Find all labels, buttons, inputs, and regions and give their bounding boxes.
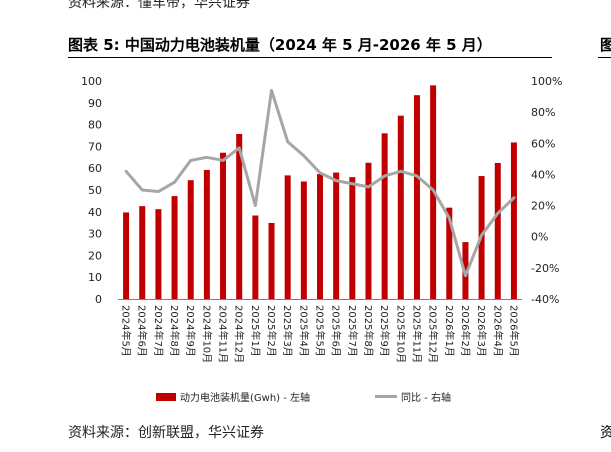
bar: [349, 177, 356, 299]
x-tick-label: 2025年8月: [362, 305, 375, 357]
x-tick-label: 2024年5月: [120, 305, 133, 357]
x-tick-label: 2024年9月: [184, 305, 197, 357]
legend-bar-swatch: [156, 392, 176, 401]
x-tick-label: 2024年12月: [233, 305, 246, 363]
bar: [494, 162, 501, 299]
bar: [397, 115, 404, 299]
y-left-tick-label: 30: [88, 228, 102, 241]
bar: [187, 180, 194, 299]
x-tick-label: 2025年9月: [378, 305, 391, 357]
y-left-tick-label: 80: [88, 119, 102, 132]
top-source-text: 资料来源：懂车帝，华兴证券: [68, 0, 250, 11]
x-tick-label: 2025年12月: [427, 305, 440, 363]
legend-bar-label: 动力电池装机量(Gwh) - 左轴: [180, 393, 311, 404]
x-tick-label: 2024年10月: [200, 305, 213, 363]
chart-legend: 动力电池装机量(Gwh) - 左轴 同比 - 右轴: [0, 389, 611, 405]
bar: [123, 212, 130, 299]
x-tick-label: 2024年8月: [168, 305, 181, 357]
bar: [236, 133, 243, 299]
y-right-tick-label: 60%: [531, 137, 555, 150]
y-left-tick-label: 50: [88, 184, 102, 197]
x-tick-label: 2025年3月: [281, 305, 294, 357]
bar: [300, 181, 307, 299]
y-right-tick-label: 80%: [531, 106, 555, 119]
bar: [252, 215, 259, 299]
y-right-tick-label: -20%: [531, 262, 559, 275]
x-tick-label: 2025年7月: [346, 305, 359, 357]
bar: [413, 95, 420, 299]
legend-item-line: 同比 - 右轴: [375, 389, 451, 404]
adjacent-chart-title-fragment: 图: [600, 36, 611, 54]
chart-title: 图表 5: 中国动力电池装机量（2024 年 5 月-2026 年 5 月）: [68, 36, 492, 54]
adjacent-title-underline: [598, 57, 611, 58]
x-tick-label: 2025年4月: [297, 305, 310, 357]
bar: [284, 175, 291, 299]
x-tick-label: 2025年10月: [394, 305, 407, 363]
legend-item-bar: 动力电池装机量(Gwh) - 左轴: [156, 389, 310, 404]
bar: [268, 222, 275, 299]
x-tick-label: 2024年7月: [152, 305, 165, 357]
bar: [203, 169, 210, 299]
y-left-tick-label: 100: [81, 75, 102, 88]
bar: [381, 133, 388, 299]
y-right-tick-label: 20%: [531, 200, 555, 213]
y-left-tick-label: 90: [88, 97, 102, 110]
adjacent-source-fragment: 资: [600, 425, 611, 441]
x-tick-label: 2025年2月: [265, 305, 278, 357]
x-tick-label: 2026年1月: [443, 305, 456, 357]
y-left-tick-label: 40: [88, 206, 102, 219]
y-left-tick-label: 20: [88, 249, 102, 262]
y-left-tick-label: 0: [95, 293, 102, 306]
bar: [365, 162, 372, 299]
y-right-tick-label: 0%: [531, 231, 548, 244]
y-right-tick-label: -40%: [531, 293, 559, 306]
x-tick-label: 2025年6月: [330, 305, 343, 357]
bar: [220, 152, 227, 299]
title-underline: [68, 57, 552, 58]
legend-line-label: 同比 - 右轴: [401, 393, 451, 404]
legend-line-swatch: [375, 395, 397, 398]
y-right-tick-label: 40%: [531, 168, 555, 181]
bar: [139, 206, 146, 299]
bar: [155, 209, 162, 299]
y-right-tick-label: 100%: [531, 75, 562, 88]
x-tick-label: 2026年5月: [507, 305, 520, 357]
source-text: 资料来源：创新联盟，华兴证券: [68, 425, 264, 441]
x-tick-label: 2026年2月: [459, 305, 472, 357]
bar: [171, 196, 178, 299]
bar: [333, 172, 340, 299]
x-tick-label: 2024年11月: [217, 305, 230, 363]
x-tick-label: 2025年5月: [314, 305, 327, 357]
x-tick-label: 2026年3月: [475, 305, 488, 357]
bar: [510, 142, 517, 299]
x-tick-label: 2026年4月: [491, 305, 504, 357]
x-tick-label: 2025年1月: [249, 305, 262, 357]
y-left-tick-label: 10: [88, 271, 102, 284]
x-tick-label: 2025年11月: [410, 305, 423, 363]
x-tick-label: 2024年6月: [136, 305, 149, 357]
bar: [446, 207, 453, 299]
y-left-tick-label: 60: [88, 162, 102, 175]
y-left-tick-label: 70: [88, 140, 102, 153]
bar: [317, 174, 323, 299]
